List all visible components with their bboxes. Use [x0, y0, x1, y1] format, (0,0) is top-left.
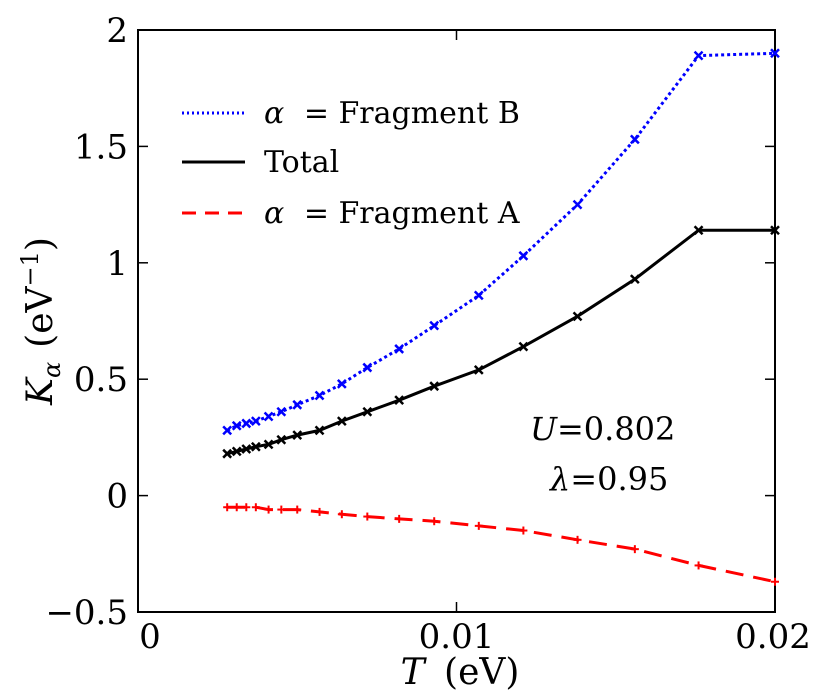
data-point: [223, 503, 232, 512]
data-point: [241, 418, 252, 429]
data-point: [242, 503, 251, 512]
annotation-lambda: λ=0.95: [548, 460, 668, 498]
data-point: [293, 505, 302, 514]
y-tick-label: 2: [106, 11, 128, 51]
data-point: [770, 225, 780, 236]
data-point: [394, 344, 405, 354]
annotation-u: U=0.802: [530, 410, 675, 448]
y-tick-label: −0.5: [45, 593, 128, 633]
legend-label-fragment-b: α = Fragment B: [264, 96, 520, 131]
legend-label-total: Total: [264, 145, 339, 180]
x-axis-title: T (eV): [401, 652, 520, 693]
x-tick-label: 0.01: [419, 617, 495, 657]
data-point: [429, 381, 440, 392]
data-point: [474, 521, 483, 530]
series-markers-group: [222, 48, 780, 586]
data-point: [251, 503, 260, 512]
data-point: [395, 514, 404, 523]
data-point: [572, 311, 583, 322]
data-point: [363, 512, 372, 521]
series-line-2: [227, 505, 776, 584]
data-point: [629, 134, 640, 145]
legend: α = Fragment B Total α = Fragment A: [182, 96, 520, 231]
data-point: [292, 399, 303, 410]
legend-label-fragment-a: α = Fragment A: [264, 196, 520, 231]
data-point: [336, 378, 347, 389]
x-tick-label: 0.02: [735, 617, 811, 657]
data-point: [429, 320, 440, 331]
data-point: [573, 535, 582, 544]
data-point: [430, 517, 439, 526]
data-point: [241, 444, 252, 454]
data-point: [629, 274, 640, 284]
data-point: [277, 505, 286, 514]
data-point: [337, 510, 346, 519]
data-point: [276, 434, 287, 445]
data-point: [694, 561, 703, 570]
series-line-0: [226, 51, 776, 432]
y-axis-title: Kα(eV−1): [16, 237, 66, 406]
data-point: [394, 395, 405, 406]
tick-labels-group: −0.5 0 0.5 1 1.5 2 0 0.01 0.02: [45, 11, 810, 657]
data-point: [276, 406, 287, 417]
data-point: [222, 425, 233, 436]
data-point: [473, 365, 484, 375]
data-point: [630, 545, 639, 554]
data-point: [231, 446, 242, 457]
data-point: [518, 341, 529, 352]
y-tick-label: 1: [106, 244, 128, 284]
data-point: [263, 439, 274, 450]
x-tick-label: 0: [139, 617, 161, 657]
y-tick-label: 0: [106, 477, 128, 517]
data-point: [771, 577, 779, 586]
data-point: [362, 362, 373, 373]
data-point: [292, 430, 303, 440]
data-point: [250, 441, 261, 452]
data-point: [693, 50, 704, 61]
data-point: [693, 225, 704, 236]
data-point: [362, 406, 373, 417]
series-line-1: [226, 228, 775, 456]
data-point: [315, 507, 324, 516]
data-point: [519, 526, 528, 535]
data-point: [314, 390, 325, 401]
data-point: [264, 505, 273, 514]
series-lines-group: [226, 51, 776, 584]
data-point: [336, 416, 347, 426]
y-tick-label: 0.5: [74, 360, 128, 400]
data-point: [518, 250, 529, 261]
data-point: [473, 290, 484, 301]
ticks-group: [137, 29, 776, 613]
data-point: [232, 503, 241, 512]
data-point: [222, 448, 233, 459]
data-point: [770, 48, 780, 59]
data-point: [231, 420, 242, 431]
data-point: [314, 425, 325, 436]
data-point: [572, 199, 583, 210]
data-point: [250, 416, 261, 426]
data-point: [263, 411, 274, 422]
y-tick-label: 1.5: [74, 127, 128, 167]
